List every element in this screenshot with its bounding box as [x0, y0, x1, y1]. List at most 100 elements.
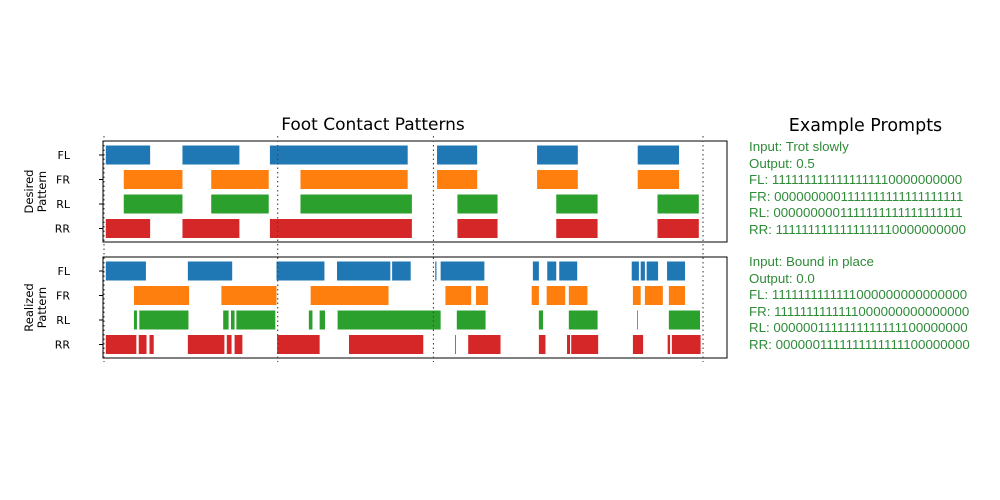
prompt-line: Output: 0.0 — [749, 270, 815, 286]
contact-bar — [531, 286, 539, 305]
contact-bar — [571, 335, 599, 354]
panel-realized: RealizedPattern FL FR RL RR — [22, 256, 728, 359]
ylabel-line: Realized — [22, 283, 36, 331]
contact-bar — [348, 335, 424, 354]
prompt-line: Output: 0.5 — [749, 155, 815, 171]
contact-bar — [537, 170, 578, 189]
row-label: RR — [55, 339, 71, 352]
contact-bar — [556, 219, 598, 238]
contact-bar — [644, 286, 663, 305]
contact-bar — [105, 219, 151, 238]
row-label: FR — [56, 290, 70, 303]
prompt-line: RR: 0000001111111111111100000000 — [749, 336, 970, 352]
contact-bar — [182, 219, 240, 238]
contact-bar — [556, 194, 598, 214]
contact-bar — [667, 261, 686, 281]
panel-desired: DesiredPattern FL FR RL RR — [22, 140, 728, 243]
contact-bar — [276, 261, 325, 281]
contact-bar — [568, 310, 598, 330]
row-rr: RR — [55, 335, 701, 354]
contact-bar — [637, 170, 680, 189]
contact-bar — [139, 310, 189, 330]
contact-bar — [226, 335, 232, 354]
prompt-block-trot: Input: Trot slowly Output: 0.5 FL: 11111… — [749, 139, 994, 238]
contact-bar — [537, 145, 578, 165]
contact-bar — [532, 261, 539, 281]
prompt-line: FR: 0000000001111111111111111111 — [749, 188, 964, 204]
panel-frame — [102, 256, 728, 359]
contact-bar — [657, 194, 699, 214]
contact-bar — [269, 145, 408, 165]
contact-bar — [123, 170, 183, 189]
contact-bar — [457, 219, 498, 238]
contact-bar — [277, 335, 320, 354]
contact-bar — [468, 335, 501, 354]
contact-bar — [308, 310, 313, 330]
contact-bar — [631, 261, 639, 281]
contact-bar — [138, 335, 147, 354]
contact-bar — [637, 145, 680, 165]
row-rr: RR — [55, 219, 699, 238]
panel-ylabel: DesiredPattern — [22, 170, 49, 214]
contact-bar — [456, 310, 486, 330]
row-label: FR — [56, 174, 70, 187]
contact-bar — [187, 335, 225, 354]
contact-bar — [133, 310, 137, 330]
prompt-line: FL: 1111111111111000000000000000 — [749, 287, 968, 302]
contact-bar — [632, 286, 641, 305]
contact-bar — [547, 261, 557, 281]
panel-ylabel: RealizedPattern — [22, 283, 49, 331]
prompts-title: Example Prompts — [788, 116, 943, 136]
contact-bar — [657, 219, 699, 238]
contact-bar — [182, 145, 240, 165]
row-fr: FR — [56, 170, 680, 189]
contact-bar — [437, 170, 478, 189]
prompt-line: FL: 1111111111111111110000000000 — [749, 172, 963, 187]
contact-bar — [538, 335, 546, 354]
contact-bar — [440, 261, 485, 281]
contact-bar — [300, 194, 412, 214]
contact-bar — [105, 261, 146, 281]
row-fl: FL — [58, 261, 686, 281]
prompt-block-bound: Input: Bound in place Output: 0.0 FL: 11… — [749, 254, 994, 353]
row-rl: RL — [56, 194, 699, 214]
contact-bar — [455, 335, 456, 354]
contact-bar — [671, 335, 701, 354]
contact-bar — [211, 170, 269, 189]
contact-bar — [640, 261, 645, 281]
chart-title: Foot Contact Patterns — [281, 115, 465, 135]
phase-lines — [103, 136, 704, 362]
contact-bar — [457, 194, 498, 214]
row-label: RL — [56, 314, 71, 327]
contact-bar — [437, 145, 478, 165]
contact-bar — [668, 310, 701, 330]
contact-bar — [123, 194, 183, 214]
contact-bar — [435, 261, 437, 281]
contact-bar — [392, 261, 411, 281]
contact-bar — [187, 261, 233, 281]
contact-bar — [475, 286, 488, 305]
contact-bar — [567, 335, 571, 354]
row-label: FL — [58, 265, 71, 278]
contact-bar — [310, 286, 389, 305]
contact-bar — [445, 286, 472, 305]
contact-bar — [319, 310, 326, 330]
contact-bar — [211, 194, 269, 214]
prompt-line: RL: 0000001111111111111100000000 — [749, 320, 968, 335]
contact-bar — [546, 286, 566, 305]
contact-bar — [632, 335, 644, 354]
contact-bar — [105, 335, 137, 354]
contact-bar — [234, 335, 243, 354]
prompt-line: Input: Trot slowly — [749, 139, 849, 154]
contact-bar — [337, 261, 391, 281]
example-prompts: Example Prompts Input: Trot slowly Outpu… — [749, 116, 994, 353]
chart-panels: DesiredPattern FL FR RL RR RealizedPattern FL F… — [22, 140, 728, 359]
contact-bar — [568, 286, 588, 305]
contact-bar — [300, 170, 408, 189]
row-label: FL — [58, 149, 71, 162]
panel-frame — [102, 140, 728, 243]
contact-bar — [221, 286, 277, 305]
contact-bar — [667, 335, 671, 354]
contact-bar — [337, 310, 441, 330]
row-label: RL — [56, 198, 71, 211]
